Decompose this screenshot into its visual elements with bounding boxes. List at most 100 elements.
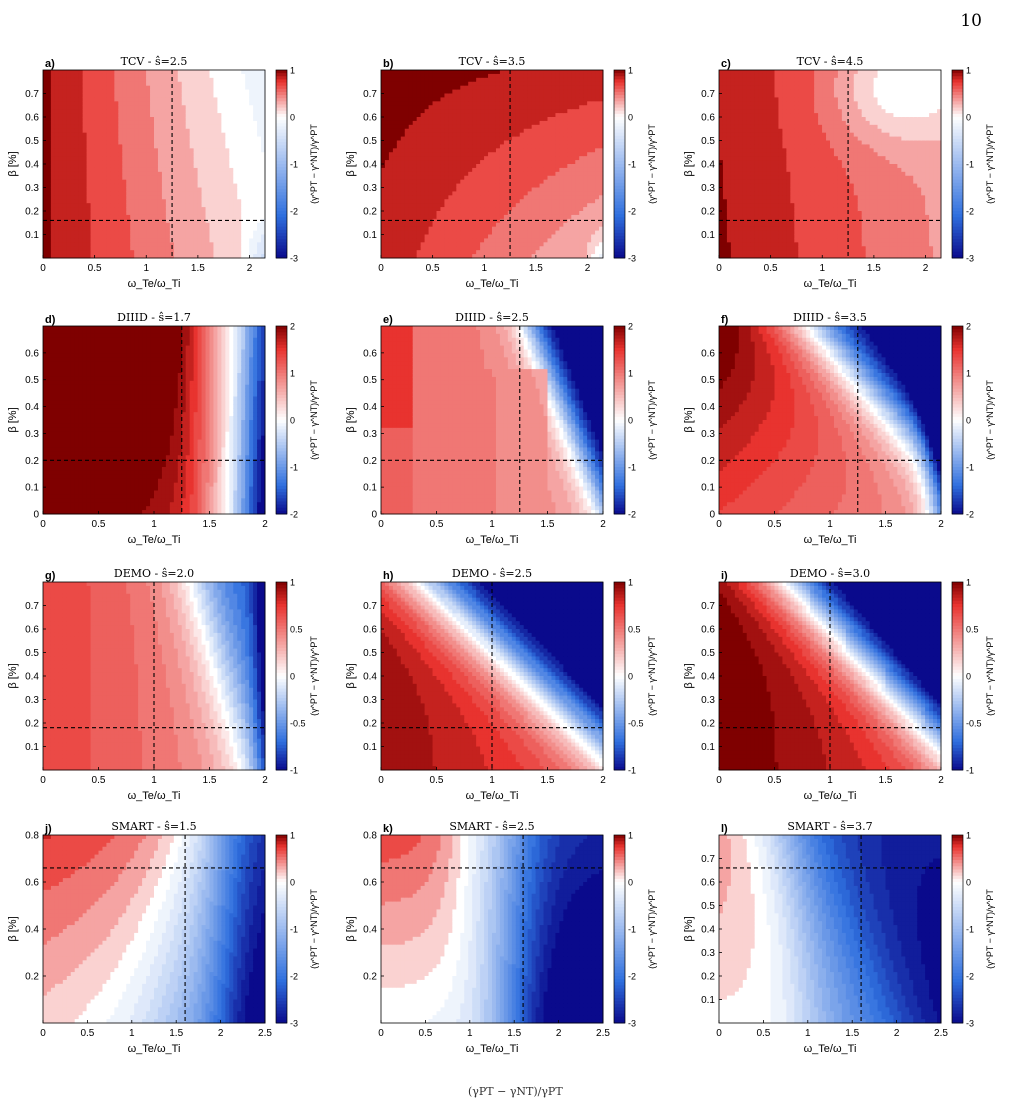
heatmap-cell [102, 113, 106, 117]
heatmap-cell [75, 184, 79, 188]
heatmap-cell [433, 184, 437, 188]
heatmap-cell [448, 152, 452, 156]
heatmap-cell [221, 141, 225, 145]
heatmap-cell [91, 203, 95, 207]
heatmap-cell [452, 78, 456, 82]
heatmap-cell [381, 86, 385, 90]
heatmap-cell [225, 113, 229, 117]
heatmap-cell [460, 148, 464, 152]
heatmap-cell [484, 133, 488, 137]
heatmap-cell [417, 133, 421, 137]
heatmap-cell [63, 223, 67, 227]
heatmap-cell [91, 90, 95, 94]
heatmap-cell [437, 74, 441, 78]
heatmap-cell [484, 78, 488, 82]
heatmap-cell [444, 223, 448, 227]
heatmap-cell [480, 105, 484, 109]
heatmap-cell [91, 195, 95, 199]
heatmap-cell [448, 223, 452, 227]
heatmap-cell [413, 129, 417, 133]
heatmap-cell [440, 82, 444, 86]
heatmap-cell [83, 160, 87, 164]
heatmap-cell [210, 97, 214, 101]
heatmap-cell [460, 125, 464, 129]
heatmap-cell [87, 74, 91, 78]
heatmap-cell [174, 219, 178, 223]
heatmap-cell [225, 148, 229, 152]
heatmap-cell [138, 78, 142, 82]
colorbar-segment [276, 142, 287, 146]
heatmap-cell [425, 223, 429, 227]
heatmap-cell [67, 86, 71, 90]
heatmap-cell [401, 180, 405, 184]
heatmap-cell [433, 148, 437, 152]
heatmap-cell [114, 191, 118, 195]
heatmap-cell [95, 223, 99, 227]
heatmap-cell [142, 195, 146, 199]
heatmap-cell [150, 164, 154, 168]
heatmap-cell [79, 133, 83, 137]
heatmap-cell [229, 144, 233, 148]
heatmap-cell [444, 250, 448, 254]
heatmap-cell [71, 203, 75, 207]
heatmap-cell [456, 109, 460, 113]
heatmap-cell [433, 117, 437, 121]
heatmap-cell [134, 242, 138, 246]
heatmap-cell [51, 211, 55, 215]
heatmap-cell [178, 188, 182, 192]
heatmap-cell [146, 109, 150, 113]
heatmap-cell [245, 242, 249, 246]
heatmap-cell [397, 152, 401, 156]
heatmap-cell [225, 70, 229, 74]
heatmap-cell [146, 152, 150, 156]
heatmap-cell [237, 101, 241, 105]
colorbar-segment [276, 202, 287, 206]
heatmap-cell [47, 160, 51, 164]
heatmap-cell [182, 86, 186, 90]
heatmap-cell [150, 148, 154, 152]
colorbar-segment [276, 227, 287, 231]
heatmap-cell [401, 121, 405, 125]
heatmap-cell [146, 101, 150, 105]
heatmap-cell [437, 129, 441, 133]
heatmap-cell [186, 176, 190, 180]
heatmap-cell [393, 231, 397, 235]
heatmap-cell [433, 176, 437, 180]
heatmap-cell [47, 144, 51, 148]
heatmap-cell [99, 164, 103, 168]
heatmap-cell [237, 242, 241, 246]
heatmap-cell [472, 125, 476, 129]
heatmap-cell [202, 152, 206, 156]
heatmap-cell [253, 152, 257, 156]
heatmap-cell [429, 227, 433, 231]
heatmap-cell [401, 94, 405, 98]
heatmap-cell [114, 133, 118, 137]
heatmap-cell [389, 117, 393, 121]
heatmap-cell [472, 207, 476, 211]
heatmap-cell [385, 231, 389, 235]
heatmap-cell [162, 223, 166, 227]
heatmap-cell [47, 86, 51, 90]
heatmap-cell [194, 195, 198, 199]
heatmap-cell [417, 86, 421, 90]
heatmap-cell [51, 86, 55, 90]
heatmap-cell [99, 176, 103, 180]
heatmap-cell [249, 82, 253, 86]
heatmap-cell [417, 188, 421, 192]
heatmap-cell [397, 188, 401, 192]
heatmap-cell [257, 90, 261, 94]
heatmap-cell [225, 172, 229, 176]
heatmap-cell [202, 195, 206, 199]
heatmap-cell [468, 90, 472, 94]
heatmap-cell [409, 105, 413, 109]
heatmap-cell [43, 242, 47, 246]
heatmap-cell [221, 121, 225, 125]
heatmap-cell [221, 219, 225, 223]
heatmap-cell [413, 94, 417, 98]
heatmap-cell [448, 164, 452, 168]
heatmap-cell [468, 203, 472, 207]
heatmap-cell [63, 231, 67, 235]
heatmap-cell [237, 211, 241, 215]
heatmap-cell [476, 141, 480, 145]
heatmap-cell [448, 78, 452, 82]
